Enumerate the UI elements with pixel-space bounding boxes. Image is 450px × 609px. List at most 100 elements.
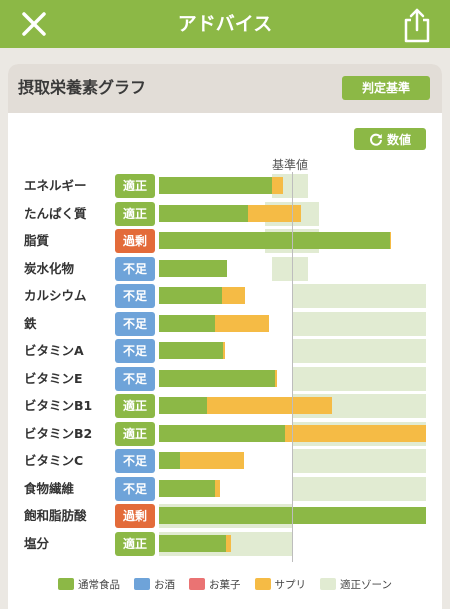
status-badge: 不足 [115,311,155,336]
ok-zone [292,366,426,391]
nutrient-label: 塩分 [24,535,50,551]
chart-legend: 通常食品 お酒 お菓子 サプリ 適正ゾーン [8,572,442,596]
bar-supplement [221,287,246,304]
close-button[interactable] [20,10,48,38]
status-badge: 不足 [115,284,155,308]
bar-normal-food [159,397,207,414]
status-badge: 不足 [115,476,155,501]
nutrient-row: たんぱく質 適正 [8,201,442,226]
nutrient-row: 炭水化物 不足 [8,256,442,281]
bar-normal-food [159,534,226,552]
ok-zone [292,449,426,473]
bar-normal-food [159,314,215,332]
status-badge: 適正 [115,531,155,556]
criteria-button[interactable]: 判定基準 [342,76,430,100]
bar-normal-food [159,232,390,249]
nutrient-label: 食物繊維 [24,480,75,496]
ok-zone [272,256,309,281]
bar-supplement [274,369,278,387]
legend-swatch [134,578,150,590]
nutrient-row: 食物繊維 不足 [8,476,442,501]
ok-zone [292,339,426,363]
refresh-icon [370,133,382,146]
legend-label: お菓子 [209,578,241,591]
bar-normal-food [159,452,181,469]
bar-supplement [222,342,226,359]
nutrient-chart: エネルギー 適正 たんぱく質 適正 脂質 過剰 炭水化物 不足 カルシウム 不足鉄不足 ビタミンA 不… [8,64,442,609]
nutrient-label: ビタミンB2 [24,425,93,441]
status-badge: 過剰 [115,504,155,528]
legend-item: お菓子 [189,577,241,592]
nutrient-label: 脂質 [24,233,50,248]
nutrient-label: たんぱく質 [24,205,87,221]
nutrient-row: エネルギー 適正 [8,174,442,198]
nutrient-label: ビタミンA [24,343,84,358]
status-badge: 適正 [115,421,155,446]
card-title: 摂取栄養素グラフ [18,78,147,97]
bar-normal-food [159,287,222,304]
nutrient-row: ビタミンC 不足 [8,449,442,473]
bar-supplement [225,534,231,552]
nutrient-graph-card: 摂取栄養素グラフ 判定基準 数値 基準値 エネルギー 適正 たんぱく質 適正 脂質 過剰炭… [8,64,442,609]
legend-item: お酒 [134,577,175,592]
bar-supplement [389,232,392,249]
nutrient-row: 飽和脂肪酸 過剰 [8,504,442,528]
bar-supplement [272,177,283,194]
bar-normal-food [159,369,275,387]
bar-supplement [248,204,302,222]
close-icon [22,12,46,36]
bar-normal-food [159,479,215,497]
nutrient-row: ビタミンB2 適正 [8,421,442,446]
status-badge: 不足 [115,256,155,281]
legend-swatch [254,578,271,590]
status-badge: 不足 [115,366,155,391]
legend-swatch [189,578,205,590]
bar-supplement [214,479,221,497]
status-badge: 不足 [115,339,155,363]
ok-zone [292,311,426,336]
legend-item: サプリ [254,577,307,592]
nutrient-row: 脂質 過剰 [8,229,442,253]
nutrient-label: カルシウム [24,288,87,303]
nutrient-label: 飽和脂肪酸 [24,508,87,523]
nutrient-row: 塩分 適正 [8,531,442,556]
status-badge: 過剰 [115,229,155,253]
nutrient-label: ビタミンC [24,453,84,468]
bar-supplement [206,397,333,414]
ok-zone [292,284,426,308]
bar-supplement [180,452,245,469]
bar-normal-food [159,424,286,442]
nutrient-row: 鉄 不足 [8,311,442,336]
baseline-label: 基準値 [272,158,309,172]
nutrient-label: ビタミンB1 [24,398,93,413]
page-title: アドバイス [177,13,273,35]
legend-swatch [58,578,74,590]
bar-supplement [214,314,270,332]
status-badge: 適正 [115,394,155,418]
bar-normal-food [159,204,249,222]
share-icon [404,8,430,43]
legend-label: 通常食品 [78,578,120,591]
bar-supplement [285,424,426,442]
nutrient-row: カルシウム 不足 [8,284,442,308]
nutrient-label: 鉄 [24,315,37,331]
legend-label: サプリ [274,578,307,591]
nutrient-row: ビタミンA 不足 [8,339,442,363]
nutrient-row: ビタミンB1 適正 [8,394,442,418]
legend-label: 適正ゾーン [340,578,392,591]
number-toggle-button[interactable]: 数値 [354,128,426,150]
card-header: 摂取栄養素グラフ 判定基準 [8,64,442,113]
ok-zone [292,476,426,501]
bar-normal-food [159,342,223,359]
status-badge: 適正 [115,174,155,198]
legend-item: 通常食品 [58,577,120,592]
legend-item: 適正ゾーン [320,577,392,592]
legend-label: お酒 [154,578,175,591]
status-badge: 適正 [115,201,155,226]
baseline-line [292,172,293,562]
nutrient-row: ビタミンE 不足 [8,366,442,391]
nutrient-label: エネルギー [24,178,87,193]
legend-swatch [320,578,336,590]
bar-normal-food [159,177,273,194]
share-button[interactable] [400,6,434,44]
